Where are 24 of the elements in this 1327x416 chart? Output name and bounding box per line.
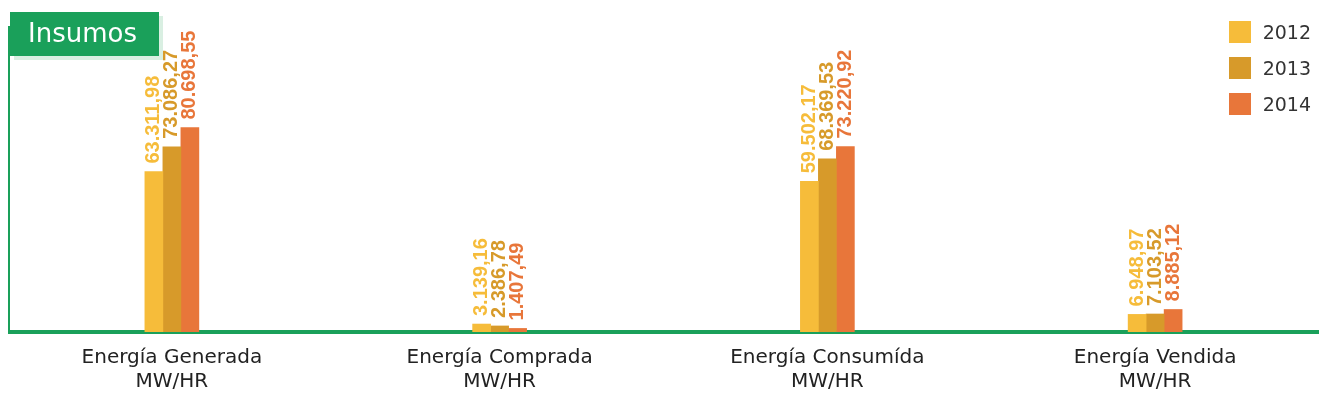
legend-label: 2014 <box>1262 93 1311 115</box>
data-label: 63.311,98 <box>141 75 164 164</box>
x-tick-label: Energía Generada MW/HR <box>81 344 263 393</box>
data-label: 3.139,16 <box>469 238 492 317</box>
data-label: 59.502,17 <box>796 84 819 174</box>
bar <box>162 146 182 332</box>
bar <box>1127 314 1147 332</box>
bar <box>836 146 855 332</box>
bar <box>144 171 164 332</box>
bar <box>800 180 819 332</box>
data-label: 6.948,97 <box>1124 228 1147 307</box>
legend-label: 2012 <box>1262 21 1311 43</box>
bar <box>490 325 509 332</box>
bar <box>1163 309 1183 332</box>
x-tick-label: Energía Vendida MW/HR <box>1073 344 1237 393</box>
bar <box>1145 313 1165 332</box>
bar <box>818 158 837 332</box>
x-tick-label: Energía Comprada MW/HR <box>406 344 593 393</box>
bar <box>180 127 200 332</box>
x-tick-label: Energía Consumída MW/HR <box>730 344 925 393</box>
chart-title: Insumos <box>10 12 159 56</box>
bar <box>508 328 527 332</box>
bar <box>472 323 491 332</box>
legend-label: 2013 <box>1262 57 1311 79</box>
